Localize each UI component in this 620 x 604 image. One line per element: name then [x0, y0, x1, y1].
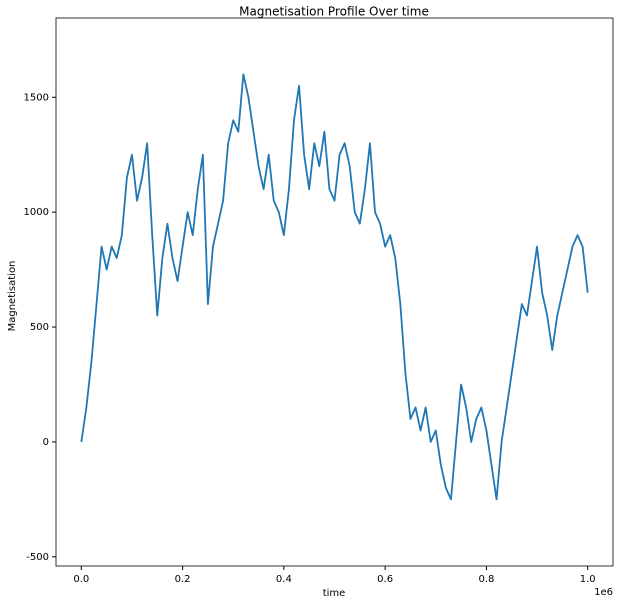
x-tick-label: 1.0 [580, 574, 596, 585]
chart-title: Magnetisation Profile Over time [239, 5, 429, 19]
x-tick-label: 0.0 [73, 574, 89, 585]
y-tick-label: 500 [30, 322, 49, 333]
y-axis-label: Magnetisation [7, 261, 18, 332]
x-tick-label: 0.2 [175, 574, 191, 585]
x-tick-label: 0.8 [478, 574, 494, 585]
y-tick-label: 1500 [24, 92, 49, 103]
y-tick-label: 0 [43, 437, 49, 448]
x-axis-label: time [323, 588, 346, 599]
y-tick-label: 1000 [24, 207, 49, 218]
x-tick-label: 0.6 [377, 574, 393, 585]
y-tick-label: -500 [26, 552, 49, 563]
x-tick-label: 0.4 [276, 574, 292, 585]
x-offset-label: 1e6 [594, 587, 613, 598]
data-line [80, 73, 589, 501]
plot-frame [55, 17, 614, 567]
